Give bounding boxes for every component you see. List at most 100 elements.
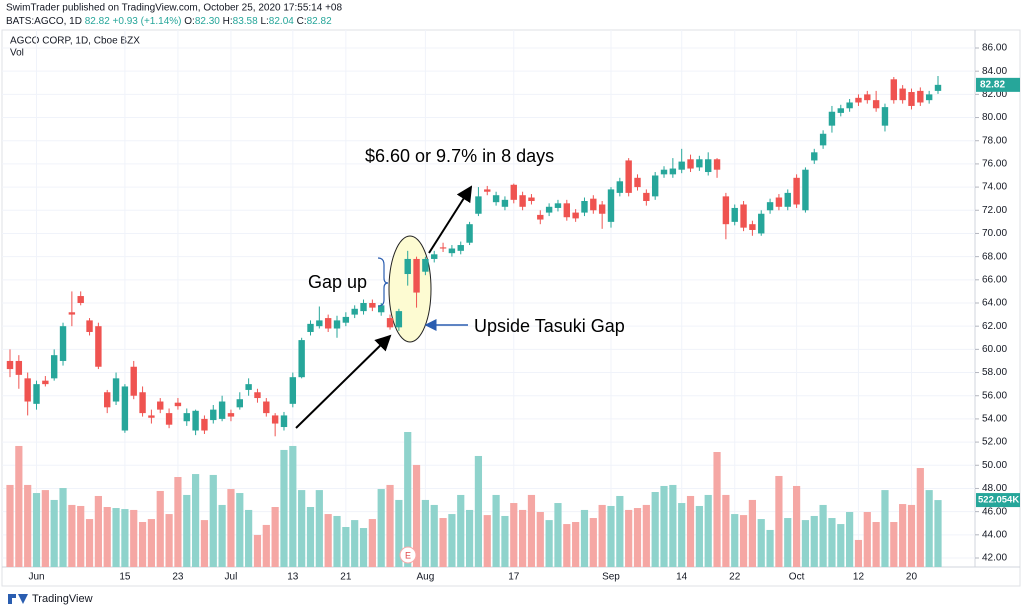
candle-body: [917, 90, 924, 103]
volume-bar: [810, 515, 818, 567]
candle-body: [510, 184, 517, 200]
x-tick-label: 21: [340, 572, 352, 583]
candle-body: [740, 204, 747, 228]
low-value: 82.04: [269, 16, 294, 27]
volume-bar: [342, 527, 350, 567]
x-tick-label: 23: [172, 572, 184, 583]
candle-body: [298, 340, 305, 378]
volume-bar: [6, 484, 14, 567]
volume-bar: [395, 499, 403, 567]
candle-body: [908, 92, 915, 106]
candle-body: [210, 409, 217, 421]
candle-body: [342, 316, 350, 323]
candle-body: [280, 415, 288, 428]
volume-bar: [280, 449, 288, 567]
candle-body: [218, 401, 226, 419]
candle-body: [413, 258, 420, 293]
volume-bar: [846, 512, 854, 567]
volume-bar: [94, 495, 102, 567]
candle-body: [457, 245, 464, 251]
candle-body: [351, 308, 358, 315]
volume-bar: [306, 507, 315, 567]
candle-body: [263, 401, 270, 414]
candle-body: [784, 192, 791, 207]
candle-body: [59, 326, 67, 361]
x-tick-label: 17: [508, 572, 520, 583]
high-value: 83.58: [233, 16, 258, 27]
y-tick-label: 72.00: [982, 205, 1007, 216]
candle-body: [669, 168, 677, 175]
volume-bar: [112, 508, 120, 567]
y-tick-label: 46.00: [982, 506, 1007, 517]
volume-bar: [669, 484, 677, 567]
y-tick-label: 54.00: [982, 414, 1007, 425]
volume-bar: [315, 490, 323, 567]
volume-bar: [598, 504, 606, 567]
candle-body: [86, 320, 93, 332]
candle-body: [660, 169, 668, 175]
candle-body: [581, 201, 588, 213]
candle-body: [819, 133, 827, 146]
candle-body: [713, 159, 721, 170]
y-tick-label: 86.00: [982, 43, 1007, 54]
symbol: BATS:AGCO, 1D: [6, 16, 82, 27]
candle-body: [121, 386, 129, 431]
earnings-label: E: [405, 550, 411, 560]
price-tag-label: 82.82: [980, 79, 1005, 90]
candle-body: [307, 323, 314, 332]
volume-bar: [253, 534, 262, 567]
last-price: 82.82: [85, 16, 110, 27]
volume-bar: [483, 515, 491, 567]
volume-bar: [801, 520, 810, 567]
candle-body: [439, 247, 447, 249]
y-tick-label: 52.00: [982, 437, 1007, 448]
y-tick-label: 60.00: [982, 344, 1007, 355]
volume-bar: [32, 493, 41, 567]
volume-bar: [934, 500, 942, 567]
open-label: O:: [184, 16, 195, 27]
candle-body: [192, 410, 199, 431]
candle-body: [15, 360, 23, 375]
x-tick-label: Sep: [602, 572, 620, 583]
x-tick-label: 12: [853, 572, 865, 583]
volume-bar: [192, 474, 200, 567]
volume-bar: [289, 445, 297, 567]
candle-body: [722, 196, 730, 225]
candle-body: [545, 206, 553, 213]
volume-bar: [15, 445, 23, 567]
logo: [8, 594, 28, 604]
volume-bar: [519, 509, 527, 567]
candle-body: [254, 392, 261, 399]
y-tick-label: 48.00: [982, 483, 1007, 494]
volume-bar: [916, 468, 924, 567]
x-tick-label: Oct: [789, 572, 805, 583]
price-tag: [976, 77, 1020, 92]
candle-body: [643, 192, 650, 201]
candle-body: [651, 175, 659, 197]
candle-body: [395, 311, 403, 328]
candle-body: [537, 214, 544, 220]
y-tick-label: 74.00: [982, 182, 1007, 193]
x-tick-label: 14: [676, 572, 688, 583]
volume-bar: [739, 515, 748, 567]
volume-bar: [925, 490, 933, 567]
candle-body: [271, 415, 279, 424]
publisher: SwimTrader published on TradingView.com,…: [6, 3, 342, 14]
volume-bar: [572, 522, 580, 567]
candle-body: [802, 169, 809, 211]
volume-bar: [775, 475, 783, 567]
candle-body: [492, 195, 500, 203]
candle-body: [24, 378, 31, 402]
annotation: Gap up: [308, 272, 367, 292]
volume-bar: [59, 488, 67, 567]
candle-body: [758, 213, 765, 234]
candle-body: [881, 107, 889, 126]
y-tick-label: 68.00: [982, 251, 1007, 262]
volume-bar: [863, 512, 871, 567]
volume-bar: [359, 528, 368, 567]
volume-bar: [492, 494, 500, 567]
volume-bar: [616, 495, 624, 567]
volume-bar: [147, 519, 156, 567]
candle-body: [634, 177, 641, 188]
